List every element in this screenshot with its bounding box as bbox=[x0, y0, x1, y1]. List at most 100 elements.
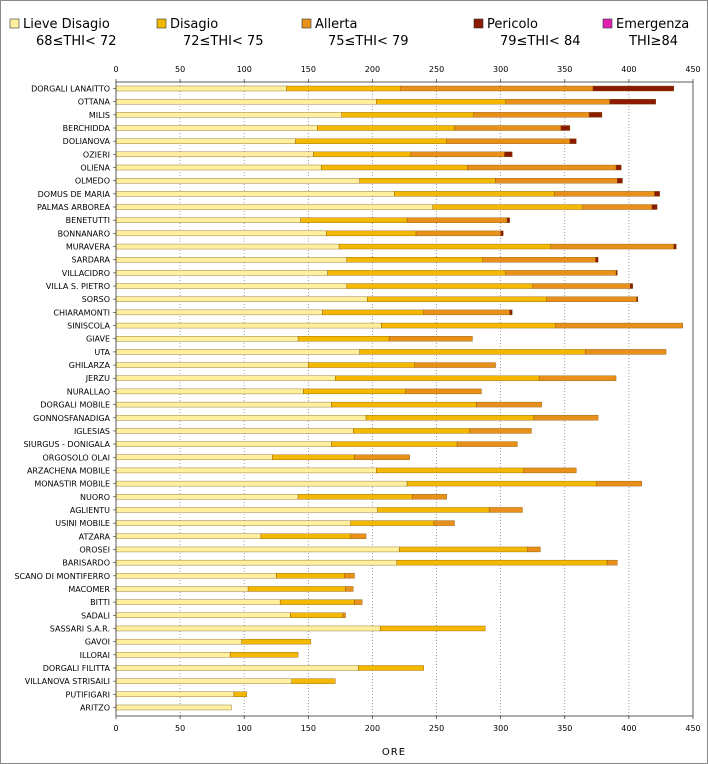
bar-30-2 bbox=[596, 480, 642, 487]
bar-13-1 bbox=[346, 257, 483, 263]
bar-25-1 bbox=[365, 415, 535, 421]
bar-40-0 bbox=[115, 612, 291, 618]
bar-8-2 bbox=[554, 191, 655, 197]
bar-43-0 bbox=[115, 652, 231, 658]
bar-38-2 bbox=[345, 586, 354, 592]
bar-15-2 bbox=[532, 283, 631, 289]
bar-9-1 bbox=[432, 204, 583, 210]
bar-22-1 bbox=[335, 375, 540, 381]
bar-10-0 bbox=[115, 217, 301, 223]
category-label-15: VILLA S. PIETRO bbox=[46, 282, 110, 291]
category-label-30: MONASTIR MOBILE bbox=[34, 480, 110, 489]
bar-4-2 bbox=[446, 138, 571, 144]
legend-label-2: Allerta bbox=[315, 17, 358, 32]
bar-9-0 bbox=[115, 204, 433, 210]
bar-0-3 bbox=[592, 85, 674, 92]
legend-range-4: THI≥84 bbox=[628, 34, 678, 49]
bar-35-0 bbox=[115, 546, 400, 553]
bar-10-2 bbox=[406, 217, 508, 223]
bar-18-2 bbox=[555, 322, 683, 329]
legend-range-0: 68≤THI< 72 bbox=[36, 34, 117, 49]
bar-28-0 bbox=[115, 454, 273, 460]
bar-0-0 bbox=[115, 85, 287, 92]
bar-27-0 bbox=[115, 441, 332, 447]
bar-17-3 bbox=[509, 309, 513, 316]
legend-swatch-0 bbox=[9, 18, 20, 29]
bar-17-0 bbox=[115, 309, 323, 316]
top-tick-label-2: 100 bbox=[237, 65, 252, 74]
bar-12-0 bbox=[115, 243, 340, 250]
category-label-37: SCANO DI MONTIFERRO bbox=[14, 572, 110, 581]
bar-38-0 bbox=[115, 586, 249, 592]
bar-34-1 bbox=[260, 533, 351, 539]
bar-24-0 bbox=[115, 401, 332, 408]
bar-31-2 bbox=[412, 494, 447, 500]
top-tick-label-1: 50 bbox=[175, 65, 185, 74]
bar-42-1 bbox=[241, 638, 312, 645]
bar-7-0 bbox=[115, 178, 360, 184]
category-label-47: ARITZO bbox=[80, 703, 110, 712]
category-label-42: GAVOI bbox=[85, 638, 110, 647]
category-label-33: USINI MOBILE bbox=[55, 519, 110, 528]
bar-46-1 bbox=[233, 691, 247, 697]
bar-9-2 bbox=[582, 204, 653, 210]
bar-42-0 bbox=[115, 638, 242, 645]
top-tick-label-8: 400 bbox=[621, 65, 636, 74]
bar-33-0 bbox=[115, 520, 351, 526]
bar-26-0 bbox=[115, 428, 354, 434]
bar-31-0 bbox=[115, 494, 299, 500]
bar-25-2 bbox=[533, 415, 599, 421]
legend-label-3: Pericolo bbox=[487, 17, 538, 32]
bar-3-3 bbox=[560, 125, 571, 131]
bar-0-1 bbox=[286, 85, 401, 92]
category-label-1: OTTANA bbox=[78, 98, 111, 107]
bottom-tick-label-3: 150 bbox=[301, 724, 316, 733]
bottom-tick-label-4: 200 bbox=[365, 724, 380, 733]
bar-23-2 bbox=[405, 388, 482, 395]
category-label-0: DORGALI LANAITTO bbox=[31, 85, 110, 94]
category-label-43: ILLORAI bbox=[80, 651, 110, 660]
axes: 0 0 50 50 100 100 150 150 200 200 250 250 300 300 350 3… bbox=[113, 65, 701, 733]
category-label-9: PALMAS ARBOREA bbox=[37, 203, 111, 212]
bar-3-1 bbox=[317, 125, 455, 131]
category-label-8: DOMUS DE MARIA bbox=[38, 190, 111, 199]
bar-20-0 bbox=[115, 349, 360, 355]
bar-5-0 bbox=[115, 151, 314, 158]
bar-1-1 bbox=[376, 98, 506, 105]
bar-0-2 bbox=[400, 85, 594, 92]
top-tick-label-9: 450 bbox=[685, 65, 700, 74]
category-label-11: BONNANARO bbox=[58, 229, 110, 238]
bar-21-1 bbox=[308, 362, 415, 368]
bar-10-1 bbox=[300, 217, 408, 223]
category-label-27: SIURGUS - DONIGALA bbox=[23, 440, 110, 449]
bottom-tick-label-2: 100 bbox=[237, 724, 252, 733]
legend-label-4: Emergenza bbox=[616, 17, 689, 32]
bar-8-1 bbox=[394, 191, 555, 197]
bar-3-0 bbox=[115, 125, 318, 131]
bar-44-1 bbox=[358, 665, 424, 671]
bar-2-1 bbox=[341, 112, 474, 118]
bar-32-2 bbox=[488, 507, 523, 513]
bar-35-2 bbox=[527, 546, 541, 553]
bar-28-2 bbox=[354, 454, 410, 460]
bar-34-2 bbox=[350, 533, 367, 539]
category-label-7: OLMEDO bbox=[75, 177, 110, 186]
x-axis-label: ORE bbox=[382, 747, 406, 758]
bar-4-1 bbox=[295, 138, 447, 144]
bar-29-1 bbox=[376, 467, 524, 474]
bottom-tick-label-0: 0 bbox=[113, 724, 118, 733]
bottom-tick-label-1: 50 bbox=[175, 724, 185, 733]
category-label-40: SADALI bbox=[81, 611, 110, 620]
bar-13-0 bbox=[115, 257, 347, 263]
category-label-6: OLIENA bbox=[80, 164, 110, 173]
bar-5-3 bbox=[504, 151, 513, 158]
bottom-tick-label-7: 350 bbox=[557, 724, 572, 733]
category-label-22: JERZU bbox=[85, 374, 110, 383]
bar-29-0 bbox=[115, 467, 377, 474]
bar-12-3 bbox=[673, 243, 677, 250]
bar-16-1 bbox=[367, 296, 548, 302]
bottom-tick-label-6: 300 bbox=[493, 724, 508, 733]
category-label-36: BARISARDO bbox=[62, 559, 110, 568]
bar-29-2 bbox=[523, 467, 577, 474]
bar-18-0 bbox=[115, 322, 382, 329]
